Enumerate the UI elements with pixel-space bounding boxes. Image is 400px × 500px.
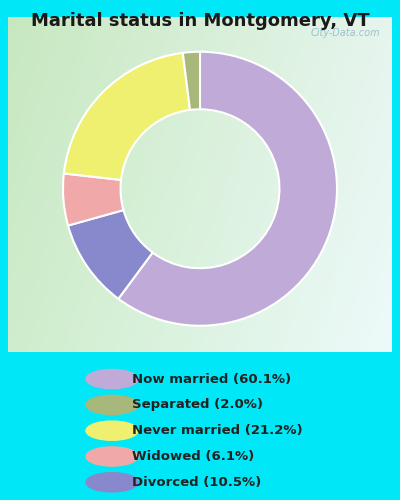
Text: Now married (60.1%): Now married (60.1%)	[132, 372, 291, 386]
Text: Divorced (10.5%): Divorced (10.5%)	[132, 476, 261, 489]
Wedge shape	[63, 174, 124, 226]
Wedge shape	[68, 210, 153, 299]
Circle shape	[86, 370, 138, 388]
Text: Never married (21.2%): Never married (21.2%)	[132, 424, 303, 437]
Circle shape	[86, 421, 138, 440]
Wedge shape	[183, 52, 200, 110]
Text: City-Data.com: City-Data.com	[311, 28, 380, 38]
Circle shape	[86, 472, 138, 492]
Text: Widowed (6.1%): Widowed (6.1%)	[132, 450, 254, 463]
Text: Separated (2.0%): Separated (2.0%)	[132, 398, 263, 411]
Circle shape	[86, 396, 138, 414]
Wedge shape	[118, 52, 337, 326]
Wedge shape	[64, 53, 190, 180]
Text: Marital status in Montgomery, VT: Marital status in Montgomery, VT	[31, 12, 369, 30]
Circle shape	[86, 447, 138, 466]
